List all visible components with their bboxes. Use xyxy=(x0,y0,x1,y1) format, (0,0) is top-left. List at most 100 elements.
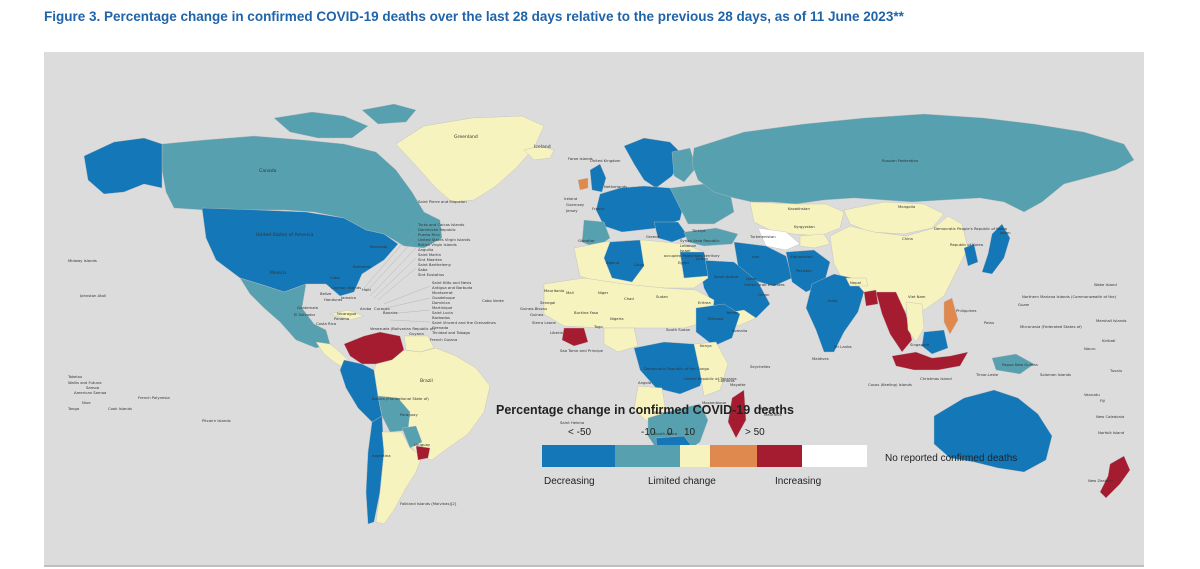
map-frame: Greenland Iceland Faroe Islands Canada U… xyxy=(44,52,1144,565)
region-central-asia xyxy=(757,227,801,251)
label-timor: Timor-Leste xyxy=(975,372,999,377)
label-caribbean-5: Anguilla xyxy=(418,247,433,252)
legend-caption-limited-change: Limited change xyxy=(648,476,716,487)
label-togo: Togo xyxy=(593,324,603,329)
label-cuba: Cuba xyxy=(330,275,340,280)
label-iran: Iran xyxy=(752,254,760,259)
region-australia xyxy=(933,389,1053,473)
label-kenya: Kenya xyxy=(700,343,712,348)
label-caribbean2-3: Guadeloupe xyxy=(432,295,456,300)
label-nmi: Northern Mariana Islands (Commonwealth o… xyxy=(1022,294,1117,299)
label-caribbean-7: Sint Maarten xyxy=(418,257,443,262)
label-pitcairn: Pitcairn Islands xyxy=(202,418,231,423)
label-sudan: Sudan xyxy=(656,294,669,299)
label-caribbean2-4: Dominica xyxy=(432,300,450,305)
label-south-africa: South Africa xyxy=(654,431,677,436)
label-turkiye: Türkiye xyxy=(691,228,706,233)
label-el-salvador: El Salvador xyxy=(294,312,316,317)
label-niger: Niger xyxy=(598,290,609,295)
region-east-africa xyxy=(693,341,729,397)
label-viet-nam: Viet Nam xyxy=(908,294,926,299)
region-cuba xyxy=(329,309,365,321)
label-french-polynesia: French Polynesia xyxy=(138,395,170,400)
label-sao-tome: Sao Tome and Principe xyxy=(560,348,604,353)
label-venezuela: Venezuela (Bolivarian Republic of) xyxy=(370,326,435,331)
region-canada-islands-2 xyxy=(361,103,417,125)
label-mozambique: Mozambique xyxy=(702,400,727,405)
label-nicaragua: Nicaragua xyxy=(337,311,356,316)
label-caribbean2-7: Barbados xyxy=(432,315,450,320)
label-caribbean2-10: Trinidad and Tobago xyxy=(431,330,471,335)
label-mayotte: Mayotte xyxy=(730,382,746,387)
label-kiribati: Kiribati xyxy=(1102,338,1115,343)
legend-tick-10: 10 xyxy=(684,427,696,438)
region-nepal xyxy=(845,277,869,287)
label-caribbean-2: Puerto Rico xyxy=(418,232,440,237)
legend-swatch-decreasing xyxy=(542,445,615,467)
legend-swatch-no-data xyxy=(802,445,867,467)
label-netherlands: Netherlands xyxy=(604,184,627,189)
label-sri-lanka: Sri Lanka xyxy=(834,344,852,349)
label-libya: Libya xyxy=(634,262,644,267)
label-russia: Russian Federation xyxy=(882,158,919,163)
label-caribbean2-9: Grenada xyxy=(432,325,448,330)
region-scandinavia xyxy=(623,137,685,189)
label-paraguay: Paraguay xyxy=(400,412,418,417)
label-cook: Cook Islands xyxy=(108,406,132,411)
label-bolivia: Bolivia (Plurinational State of) xyxy=(372,396,429,401)
label-new-caledonia: New Caledonia xyxy=(1096,414,1124,419)
label-johnston: Johnston Atoll xyxy=(79,293,106,298)
label-tanzania: United Republic of Tanzania xyxy=(684,376,737,381)
label-marshall: Marshall Islands xyxy=(1096,318,1126,323)
label-fiji: Fiji xyxy=(1100,398,1105,403)
label-iceland: Iceland xyxy=(534,144,551,150)
label-senegal: Senegal xyxy=(540,300,555,305)
label-bahamas: Bahamas xyxy=(353,264,371,269)
label-uruguay: Uruguay xyxy=(414,442,431,447)
label-saint-helena: Saint Helena xyxy=(560,420,584,425)
label-ethiopia: Ethiopia xyxy=(708,316,723,321)
legend-no-data-label: No reported confirmed deaths xyxy=(885,453,1018,464)
label-falkland: Falkland Islands (Malvinas)[2] xyxy=(400,501,457,506)
label-palau: Palau xyxy=(984,320,995,325)
region-india xyxy=(805,273,865,353)
label-bonaire: Bonaire xyxy=(383,310,398,315)
region-uruguay xyxy=(415,445,431,461)
label-turkmenistan: Turkmenistan xyxy=(749,234,776,239)
label-wake: Wake Island xyxy=(1094,282,1117,287)
label-jersey: Jersey xyxy=(565,208,578,213)
label-caribbean-0: Turks and Caicos Islands xyxy=(417,222,464,227)
legend-tick-0: 0 xyxy=(667,427,673,438)
label-eritrea: Eritrea xyxy=(698,300,711,305)
region-ireland xyxy=(577,177,589,191)
region-myanmar-thailand xyxy=(875,291,913,353)
label-christmas: Christmas Island xyxy=(920,376,952,381)
label-south-sudan: South Sudan xyxy=(666,327,691,332)
label-caribbean2-8: Saint Vincent and the Grenadines xyxy=(432,320,496,325)
label-st-pierre: Saint Pierre and Miquelon xyxy=(418,199,467,204)
label-vanuatu: Vanuatu xyxy=(1084,392,1100,397)
label-samoa: Samoa xyxy=(86,385,99,390)
label-aruba: Aruba xyxy=(360,306,371,311)
legend-tick-minus-10: -10 xyxy=(641,427,656,438)
label-china: China xyxy=(902,236,913,241)
label-usa: United States of America xyxy=(256,232,314,238)
legend-caption-decreasing: Decreasing xyxy=(544,476,595,487)
region-balkans xyxy=(653,221,689,243)
label-singapore: Singapore xyxy=(910,342,930,347)
label-cabo-verde: Cabo Verde xyxy=(482,298,504,303)
label-cayman: Cayman Islands xyxy=(331,285,361,290)
caribbean-leader-lines xyxy=(363,227,431,323)
label-costa-rica: Costa Rica xyxy=(316,321,336,326)
label-jamaica: Jamaica xyxy=(340,295,356,300)
region-mexico xyxy=(239,277,331,349)
label-seychelles: Seychelles xyxy=(750,364,770,369)
label-jordan: Jordan xyxy=(695,256,709,261)
region-kazakhstan xyxy=(749,201,845,237)
label-reunion: Réunion xyxy=(760,406,776,411)
legend-title: Percentage change in confirmed COVID-19 … xyxy=(496,403,794,417)
label-honduras: Honduras xyxy=(324,297,342,302)
label-chad: Chad xyxy=(624,296,634,301)
label-caribbean2-6: Saint Lucia xyxy=(432,310,453,315)
label-argentina: Argentina xyxy=(372,453,391,458)
